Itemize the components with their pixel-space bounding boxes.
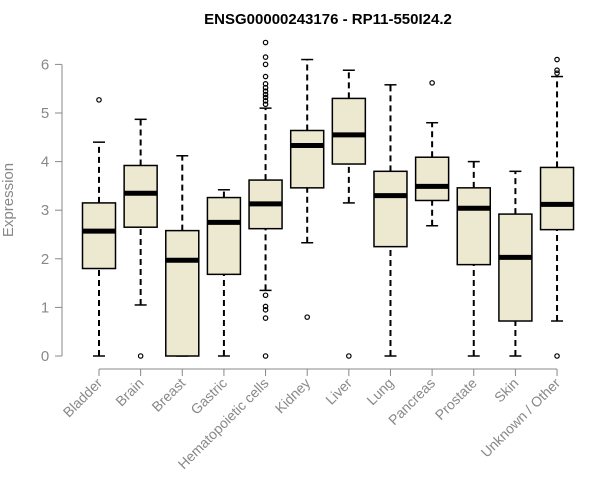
box-iqr (123, 164, 158, 228)
box-group (414, 80, 450, 227)
outlier-point (96, 97, 102, 103)
x-tick-label: Kidney (272, 375, 314, 417)
box-group (373, 84, 408, 357)
chart-title: ENSG00000243176 - RP11-550I24.2 (204, 11, 452, 28)
x-tick-label: Liver (322, 375, 355, 408)
box-iqr (373, 170, 408, 248)
box-group (206, 189, 242, 357)
box-group (331, 69, 367, 359)
box-iqr (165, 229, 200, 357)
box-iqr (498, 213, 533, 322)
outlier-point (262, 88, 269, 94)
x-tick-label: Lung (363, 375, 396, 408)
outlier-point (554, 353, 560, 359)
y-tick-label: 0 (41, 348, 49, 365)
outlier-point (554, 56, 560, 63)
outlier-point (262, 292, 269, 299)
box-iqr (206, 196, 242, 276)
y-tick-label: 5 (41, 105, 49, 122)
x-tick-label: Prostate (432, 375, 480, 423)
outlier-point (137, 353, 144, 359)
outlier-point (262, 315, 269, 321)
y-axis-label: Expression (0, 163, 17, 237)
outlier-point (346, 353, 352, 359)
box-group (81, 97, 117, 357)
box-iqr (414, 156, 450, 202)
boxes (81, 39, 575, 359)
outlier-point (262, 307, 269, 313)
outlier-point (262, 94, 269, 101)
box-group (456, 160, 492, 357)
y-tick-label: 1 (41, 299, 49, 316)
outlier-point (429, 80, 435, 86)
x-tick-label: Unknown / Other (478, 375, 564, 461)
box-iqr (289, 129, 325, 189)
outlier-point (554, 67, 560, 74)
y-ticks: 0 1 2 3 4 5 6 (41, 56, 62, 365)
outlier-point (262, 81, 269, 87)
box-group (289, 58, 325, 320)
outlier-point (262, 101, 269, 108)
outlier-point (262, 61, 269, 68)
box-iqr (539, 166, 575, 231)
outlier-point (304, 314, 311, 320)
outlier-point (262, 54, 269, 60)
outlier-point (262, 353, 269, 359)
y-tick-label: 4 (41, 154, 49, 171)
x-tick-label: Brain (112, 375, 146, 409)
box-group (498, 170, 533, 357)
x-tick-label: Skin (491, 375, 522, 406)
outlier-point (554, 70, 560, 76)
outlier-point (262, 73, 269, 80)
y-tick-label: 2 (41, 251, 49, 268)
box-group (165, 155, 200, 357)
box-group (539, 56, 575, 359)
box-group (123, 118, 158, 359)
outlier-point (262, 303, 269, 310)
box-iqr (331, 97, 367, 165)
y-tick-label: 6 (41, 56, 49, 73)
outlier-point (262, 91, 269, 98)
outlier-point (262, 98, 269, 104)
box-group (248, 39, 283, 359)
x-tick-label: Bladder (60, 375, 106, 421)
box-iqr (81, 202, 117, 270)
y-tick-label: 3 (41, 202, 49, 219)
x-tick-label: Breast (148, 375, 188, 415)
box-iqr (456, 187, 492, 266)
outlier-point (262, 39, 269, 46)
